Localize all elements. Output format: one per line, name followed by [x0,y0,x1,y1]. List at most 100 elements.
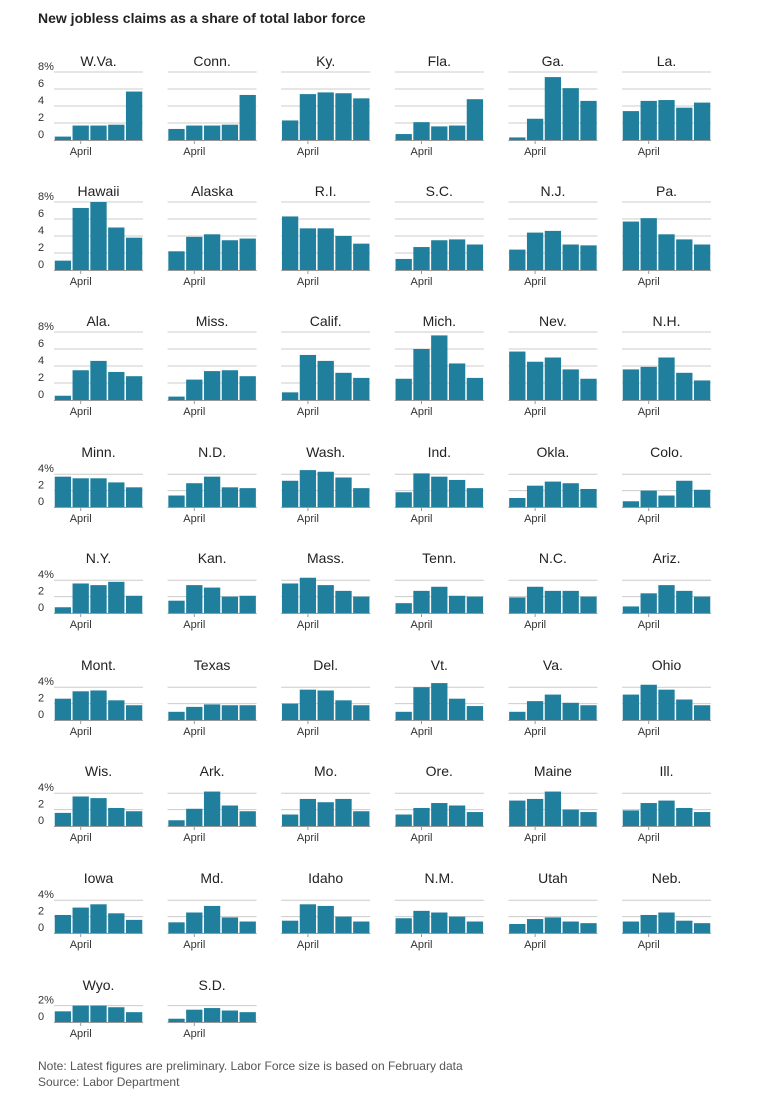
y-tick-label: 4% [38,782,54,794]
bar-mont-week-4 [108,700,125,720]
bar-okla-week-2 [526,485,544,507]
bar-w-va-week-2 [72,125,89,140]
bar-n-d-week-1 [168,495,185,507]
state-title-texas: Texas [194,657,231,673]
y-tick-label: 4% [38,463,54,475]
bar-ark-week-1 [168,820,185,826]
bar-ill-week-4 [676,807,693,826]
state-title-r-i: R.I. [315,183,337,199]
bar-hawaii-week-1 [54,260,72,270]
bar-va-week-3 [544,694,562,720]
state-title-hawaii: Hawaii [77,183,119,199]
bar-iowa-week-3 [90,904,107,933]
bar-mich-week-3 [431,335,448,400]
bar-ore-week-1 [395,814,412,826]
bar-mont-week-2 [72,691,89,720]
bar-s-c-week-5 [466,244,484,270]
state-title-ark: Ark. [200,763,225,779]
bar-fla-week-4 [448,125,466,140]
y-tick-label: 2 [38,586,44,598]
bar-fla-week-3 [431,126,448,140]
bar-va-week-5 [580,705,597,720]
bar-maine-week-4 [562,809,579,826]
bar-n-d-week-2 [186,483,203,507]
x-tick-label: April [183,619,205,631]
bar-n-j-week-5 [580,245,597,270]
x-tick-label: April [297,832,319,844]
bar-tenn-week-4 [448,595,466,613]
state-title-minn: Minn. [81,444,115,460]
bar-hawaii-week-4 [108,227,125,270]
state-title-idaho: Idaho [308,870,343,886]
bar-minn-week-4 [108,482,125,507]
bar-ga-week-1 [509,137,526,140]
bar-minn-week-2 [72,478,89,507]
state-title-la: La. [657,53,676,69]
bar-ill-week-2 [640,803,657,826]
state-title-s-d: S.D. [198,977,225,993]
y-tick-label: 2 [38,799,44,811]
bar-mo-week-4 [335,798,352,826]
bar-ga-week-3 [544,77,562,140]
footnote: Note: Latest figures are preliminary. La… [38,1059,463,1073]
bar-s-d-week-1 [168,1018,185,1022]
bar-wis-week-5 [125,811,143,826]
x-tick-label: April [297,276,319,288]
state-title-ill: Ill. [660,763,674,779]
bar-la-week-5 [693,102,711,140]
source-line: Source: Labor Department [38,1075,180,1089]
bar-ind-week-1 [395,492,412,507]
state-title-tenn: Tenn. [422,550,456,566]
bar-ky-week-4 [335,93,352,140]
bar-wash-week-2 [299,470,317,507]
bar-n-j-week-1 [509,249,526,270]
x-tick-label: April [410,146,432,158]
y-tick-label: 4% [38,889,54,901]
y-tick-label: 8% [38,61,54,73]
state-title-del: Del. [313,657,338,673]
x-tick-label: April [638,513,660,525]
bar-s-d-week-4 [221,1010,239,1022]
bar-s-c-week-2 [413,247,430,270]
bar-tenn-week-5 [466,596,484,613]
bar-idaho-week-2 [299,904,317,933]
x-tick-label: April [297,513,319,525]
bar-idaho-week-5 [353,921,370,933]
y-tick-label: 2 [38,693,44,705]
bar-ark-week-5 [239,811,256,826]
bar-nev-week-3 [544,357,562,400]
bar-md-week-2 [186,912,203,933]
state-title-okla: Okla. [537,444,570,460]
y-tick-label: 4% [38,676,54,688]
bar-tenn-week-3 [431,586,448,613]
bar-kan-week-3 [203,587,221,613]
state-title-md: Md. [200,870,223,886]
y-tick-label: 0 [38,496,44,508]
bar-mich-week-4 [448,363,466,400]
bar-n-c-week-2 [526,586,544,613]
bar-alaska-week-1 [168,251,185,270]
bar-ky-week-1 [281,120,299,140]
bar-utah-week-2 [526,919,544,933]
bar-ala-week-5 [125,376,143,400]
bar-texas-week-4 [221,705,239,720]
bar-neb-week-4 [676,920,693,933]
bar-ohio-week-1 [622,694,640,720]
bar-w-va-week-5 [125,91,143,140]
bar-ark-week-3 [203,791,221,826]
y-tick-label: 0 [38,815,44,827]
bar-mo-week-2 [299,798,317,826]
x-tick-label: April [524,726,546,738]
bar-mont-week-3 [90,690,107,720]
bar-n-y-week-2 [72,583,89,613]
y-tick-label: 2 [38,112,44,124]
x-tick-label: April [70,832,92,844]
bar-r-i-week-3 [317,228,334,270]
bar-n-m-week-4 [448,916,466,933]
bar-kan-week-5 [239,595,256,613]
bar-w-va-week-4 [108,124,125,140]
bar-alaska-week-4 [221,240,239,270]
state-title-ariz: Ariz. [653,550,681,566]
bar-r-i-week-5 [353,243,370,270]
bar-wyo-week-4 [108,1007,125,1022]
